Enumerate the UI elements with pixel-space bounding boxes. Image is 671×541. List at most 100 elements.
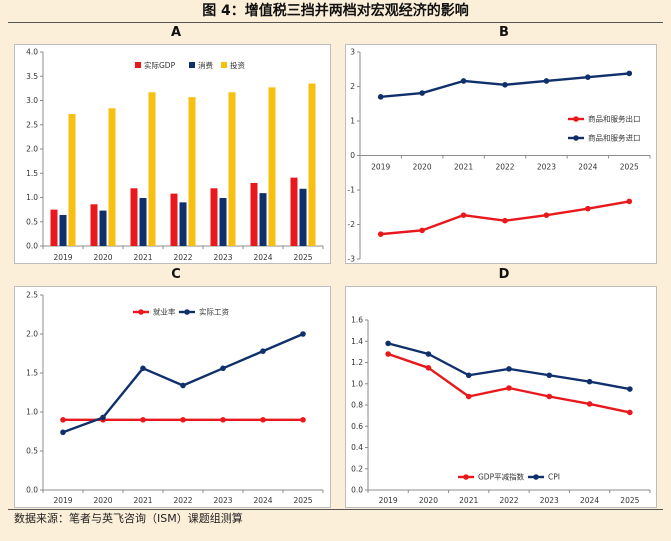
point-商品和服务出口-2023 <box>543 212 550 218</box>
y-tick-label: 2.5 <box>26 120 38 129</box>
y-tick-label: 2.5 <box>26 291 38 300</box>
bar-实际GDP-2020 <box>90 204 98 246</box>
chart-b: -3 -2 -1 0 1 2 3 2019 2020 2021 2022 2023 2024 2025 商品… <box>348 48 651 264</box>
point-商品和服务进口-2020 <box>419 90 425 96</box>
bar-消费-2023 <box>219 197 227 246</box>
point-就业率-2022 <box>180 417 186 423</box>
point-商品和服务出口-2021 <box>460 212 467 218</box>
top-rule <box>8 22 663 23</box>
x-tick-label: 2025 <box>620 496 639 505</box>
x-tick-label: 2020 <box>413 163 432 172</box>
y-tick-label: 1.0 <box>26 408 38 417</box>
point-GDP平减指数-2024 <box>586 401 593 407</box>
y-tick-label: 0.4 <box>351 443 363 452</box>
y-tick-label: 1.2 <box>351 358 363 367</box>
legend-label: 消费 <box>198 60 213 70</box>
point-实际工资-2019 <box>60 429 66 436</box>
y-tick-label: 1.0 <box>351 379 363 388</box>
point-商品和服务进口-2019 <box>377 94 384 100</box>
y-tick-label: -2 <box>348 220 356 229</box>
point-就业率-2024 <box>260 417 266 423</box>
x-tick-label: 2019 <box>371 163 390 172</box>
legend-label: CPI <box>548 473 560 482</box>
bar-消费-2019 <box>59 214 67 246</box>
x-tick-label: 2024 <box>578 163 597 172</box>
y-tick-label: 4.0 <box>26 48 38 57</box>
panel-label-a: A <box>170 25 182 40</box>
point-实际工资-2021 <box>140 365 146 372</box>
chart-panel-b: -3 -2 -1 0 1 2 3 2019 2020 2021 2022 2023 2024 2025 商品… <box>345 44 657 264</box>
point-CPI-2024 <box>586 378 593 385</box>
bar-实际GDP-2024 <box>250 182 258 246</box>
point-GDP平减指数-2019 <box>385 351 391 357</box>
legend-marker <box>533 474 539 480</box>
y-tick-label: 2 <box>350 82 355 91</box>
legend-swatch <box>189 62 195 68</box>
bar-投资-2023 <box>228 92 236 246</box>
x-tick-label: 2021 <box>459 496 478 505</box>
x-tick-label: 2021 <box>133 496 152 505</box>
point-实际工资-2024 <box>260 348 266 354</box>
y-tick-label: 3 <box>350 48 355 57</box>
bar-投资-2022 <box>188 97 196 246</box>
point-实际工资-2025 <box>300 331 306 337</box>
y-tick-label: 2.0 <box>26 330 38 339</box>
x-tick-label: 2024 <box>253 253 272 262</box>
y-tick-label: 1.6 <box>351 316 363 325</box>
y-tick-label: -1 <box>348 186 356 195</box>
point-商品和服务进口-2021 <box>460 78 467 84</box>
y-tick-label: 1.4 <box>351 337 363 346</box>
point-GDP平减指数-2021 <box>465 393 472 400</box>
bar-消费-2025 <box>299 188 307 246</box>
y-tick-label: 1 <box>350 117 355 126</box>
legend-label: 商品和服务进口 <box>588 133 641 143</box>
x-tick-label: 2023 <box>540 496 559 505</box>
x-tick-label: 2020 <box>419 496 438 505</box>
x-tick-label: 2023 <box>213 496 232 505</box>
legend-label: GDP平减指数 <box>478 472 525 482</box>
point-商品和服务出口-2019 <box>377 231 384 237</box>
bar-投资-2020 <box>108 108 116 246</box>
point-就业率-2021 <box>140 417 146 423</box>
point-GDP平减指数-2023 <box>546 393 553 400</box>
point-商品和服务进口-2025 <box>626 70 633 77</box>
y-tick-label: 0.5 <box>26 447 38 456</box>
y-tick-label: 3.0 <box>26 96 38 105</box>
chart-panel-c: 0.0 0.5 1.0 1.5 2.0 2.5 2019 2020 2021 2022 2023 20… <box>14 286 331 508</box>
y-tick-label: 0.0 <box>26 242 38 251</box>
y-tick-label: 0.0 <box>351 486 363 495</box>
legend-swatch <box>135 62 141 68</box>
y-tick-label: 3.5 <box>26 72 38 81</box>
point-GDP平减指数-2022 <box>506 385 512 391</box>
point-实际工资-2022 <box>180 382 186 389</box>
point-CPI-2019 <box>385 340 391 347</box>
point-就业率-2025 <box>300 417 306 423</box>
point-商品和服务进口-2022 <box>502 81 508 88</box>
point-就业率-2023 <box>220 417 226 423</box>
series-line-商品和服务出口 <box>380 200 630 236</box>
x-tick-label: 2025 <box>620 163 639 172</box>
point-CPI-2020 <box>425 351 432 357</box>
point-商品和服务出口-2025 <box>626 198 633 205</box>
y-tick-label: 0.6 <box>351 422 363 431</box>
legend-label: 商品和服务出口 <box>588 114 641 124</box>
x-tick-label: 2021 <box>454 163 473 172</box>
x-tick-label: 2025 <box>293 253 312 262</box>
legend-marker <box>138 309 144 315</box>
panel-label-c: C <box>171 267 181 282</box>
legend-swatch <box>221 62 227 68</box>
legend-marker <box>573 135 579 141</box>
y-tick-label: 2.0 <box>26 145 38 154</box>
legend-marker <box>184 309 190 315</box>
chart-a: 0.0 0.5 1.0 1.5 2.0 2.5 3.0 3.5 4.0 2019 2020 2021 2… <box>26 48 324 262</box>
y-tick-label: 0.0 <box>26 486 38 495</box>
x-tick-label: 2022 <box>173 253 192 262</box>
point-商品和服务出口-2020 <box>419 227 425 234</box>
point-CPI-2022 <box>506 366 512 372</box>
x-tick-label: 2019 <box>53 496 72 505</box>
bar-投资-2025 <box>308 83 316 247</box>
figure-title: 图 4：增值税三挡并两档对宏观经济的影响 <box>202 3 469 19</box>
x-tick-label: 2025 <box>293 496 312 505</box>
bottom-rule <box>8 509 663 510</box>
panel-label-d: D <box>498 267 510 282</box>
